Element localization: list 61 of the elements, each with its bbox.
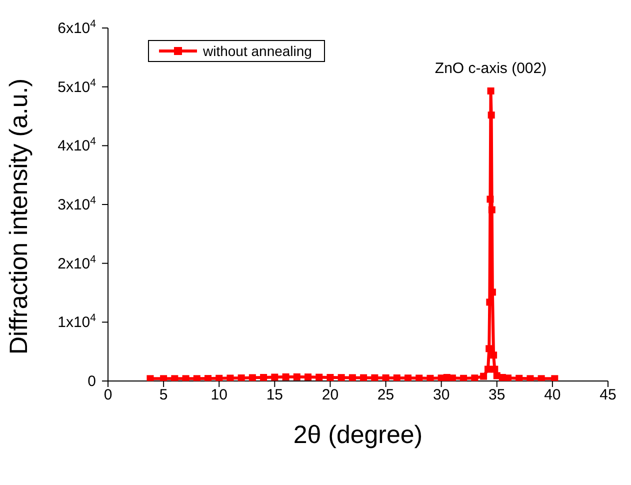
point bbox=[460, 374, 468, 381]
point bbox=[393, 374, 400, 381]
y-tick-label: 1x10$^{4}$ bbox=[58, 312, 96, 332]
x-tick-label: 10 bbox=[210, 386, 228, 404]
y-tick-label: 6x10$^{4}$ bbox=[58, 18, 96, 37]
point bbox=[216, 374, 223, 381]
point bbox=[360, 374, 368, 381]
point bbox=[480, 372, 488, 380]
point bbox=[487, 87, 494, 94]
annotation: ZnO c-axis (002) bbox=[434, 60, 547, 77]
point bbox=[238, 374, 245, 381]
y-axis-title: Diffraction intensity (a.u.) bbox=[4, 78, 33, 354]
x-tick-label: 20 bbox=[322, 386, 339, 404]
y-tick-label: 5x10$^{4}$ bbox=[58, 76, 96, 96]
point bbox=[526, 375, 534, 381]
point bbox=[486, 345, 493, 352]
x-tick-label: 0 bbox=[104, 386, 112, 404]
x-tick-label: 40 bbox=[544, 386, 561, 404]
point bbox=[304, 374, 312, 380]
point bbox=[538, 375, 545, 381]
y-tick-label: 3x10$^{4}$ bbox=[58, 194, 96, 214]
point bbox=[204, 375, 212, 381]
point bbox=[171, 375, 178, 381]
point bbox=[348, 374, 356, 381]
point bbox=[326, 374, 334, 381]
point bbox=[316, 374, 323, 381]
x-tick-label: 25 bbox=[377, 386, 394, 404]
point bbox=[404, 374, 412, 381]
point bbox=[488, 112, 495, 119]
point bbox=[338, 374, 345, 381]
x-axis-title: 2θ (degree) bbox=[293, 421, 423, 449]
x-tick-label: 35 bbox=[488, 386, 506, 404]
point bbox=[293, 373, 300, 380]
point bbox=[448, 374, 456, 381]
point bbox=[382, 374, 390, 381]
x-tick-label: 5 bbox=[159, 386, 168, 404]
point bbox=[260, 374, 268, 381]
point bbox=[471, 374, 478, 381]
point bbox=[146, 375, 154, 381]
point bbox=[416, 374, 423, 381]
point bbox=[484, 366, 492, 373]
point bbox=[182, 375, 190, 381]
x-tick-label: 15 bbox=[266, 386, 284, 404]
y-tick-label: 4x10$^{4}$ bbox=[58, 136, 96, 155]
point bbox=[271, 374, 278, 381]
point bbox=[504, 374, 512, 381]
x-tick-label: 45 bbox=[600, 386, 616, 404]
legend-label: without annealing bbox=[203, 43, 312, 59]
x-tick-label: 30 bbox=[432, 386, 450, 404]
point bbox=[371, 374, 378, 381]
y-tick-label: 0 bbox=[88, 373, 96, 390]
point bbox=[426, 374, 434, 381]
point bbox=[282, 373, 290, 380]
point bbox=[160, 375, 168, 381]
y-tick-label: 2x10$^{4}$ bbox=[58, 253, 96, 272]
point bbox=[226, 374, 234, 381]
point bbox=[516, 374, 523, 381]
point bbox=[490, 352, 498, 359]
point bbox=[248, 374, 256, 381]
point bbox=[193, 375, 200, 381]
point bbox=[551, 375, 558, 381]
